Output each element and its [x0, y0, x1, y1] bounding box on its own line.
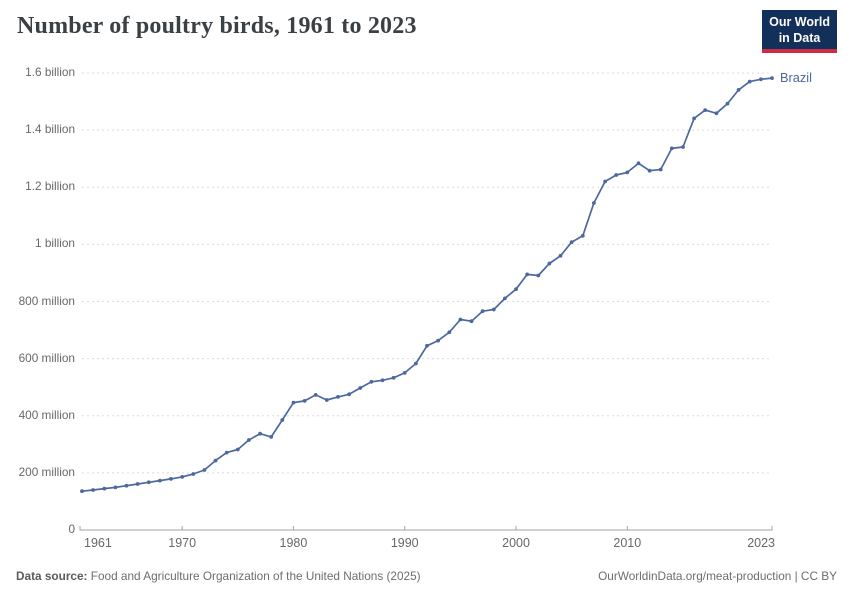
data-point-marker	[614, 173, 619, 177]
data-point-marker	[714, 111, 719, 116]
data-point-marker	[358, 386, 363, 390]
data-point-marker	[146, 480, 151, 485]
data-point-marker	[124, 483, 129, 488]
data-source-label: Data source:	[16, 569, 88, 583]
y-axis-tick-label: 600 million	[18, 350, 75, 365]
data-point-marker	[191, 472, 196, 476]
y-axis-tick-label: 400 million	[18, 407, 75, 422]
data-source-text: Food and Agriculture Organization of the…	[87, 569, 421, 583]
y-axis-tick-label: 1.2 billion	[25, 179, 75, 194]
data-point-marker	[692, 116, 696, 121]
data-point-marker	[603, 179, 607, 184]
data-point-marker	[102, 486, 107, 491]
data-point-marker	[336, 395, 340, 399]
data-point-marker	[558, 253, 563, 258]
data-point-marker	[669, 146, 674, 151]
x-axis-tick-label: 1990	[390, 536, 419, 550]
x-axis-tick-label: 2010	[613, 536, 642, 550]
data-point-marker	[580, 233, 585, 238]
series-label-brazil[interactable]: Brazil	[780, 70, 812, 86]
y-axis-tick-label: 1.4 billion	[25, 122, 75, 137]
data-point-marker	[414, 361, 418, 366]
data-point-marker	[770, 76, 774, 80]
data-point-marker	[302, 399, 307, 403]
data-point-marker	[380, 378, 385, 383]
data-point-marker	[458, 317, 463, 322]
data-point-marker	[747, 79, 752, 84]
data-source: Data source: Food and Agriculture Organi…	[16, 569, 421, 583]
data-point-marker	[235, 447, 240, 452]
x-axis-tick-label: 1970	[168, 536, 197, 550]
data-point-marker	[213, 458, 218, 463]
y-axis-tick-label: 800 million	[18, 293, 75, 308]
data-point-marker	[469, 319, 474, 324]
data-point-marker	[703, 108, 708, 112]
y-axis-tick-label: 1.6 billion	[25, 65, 75, 79]
data-point-marker	[503, 296, 507, 301]
credit-link[interactable]: OurWorldinData.org/meat-production | CC …	[598, 569, 837, 583]
owid-logo-line1: Our World	[769, 15, 830, 29]
data-point-marker	[547, 261, 552, 266]
data-point-marker	[636, 161, 641, 166]
series-line	[81, 77, 773, 493]
x-axis-tick-label: 1961	[84, 536, 112, 550]
data-point-marker	[625, 170, 630, 175]
y-axis-tick-label: 0	[68, 522, 75, 536]
x-axis-tick-label: 2023	[747, 536, 775, 550]
data-point-marker	[224, 450, 229, 455]
data-point-marker	[514, 287, 518, 292]
x-axis-tick-label: 1980	[279, 536, 308, 550]
x-axis-line	[79, 526, 773, 531]
owid-logo-line2: in Data	[778, 30, 821, 45]
y-axis-tick-label: 1 billion	[34, 236, 75, 251]
owid-logo[interactable]: Our World in Data	[762, 10, 837, 54]
data-point-marker	[247, 438, 251, 442]
data-point-marker	[169, 477, 173, 481]
data-point-marker	[425, 343, 429, 348]
data-point-marker	[391, 375, 396, 380]
data-point-marker	[725, 101, 730, 106]
data-point-marker	[280, 418, 285, 422]
data-point-marker	[313, 393, 318, 397]
data-point-marker	[402, 371, 407, 375]
data-point-marker	[491, 307, 496, 312]
data-point-marker	[258, 431, 262, 436]
data-point-marker	[113, 485, 118, 490]
data-point-marker	[525, 272, 530, 277]
data-point-marker	[80, 489, 84, 494]
data-point-marker	[647, 168, 652, 173]
data-point-marker	[447, 330, 452, 335]
data-point-marker	[91, 488, 95, 492]
data-point-marker	[736, 88, 741, 92]
data-point-marker	[536, 273, 541, 278]
data-point-marker	[135, 482, 140, 486]
data-point-marker	[759, 77, 763, 82]
data-point-marker	[158, 478, 162, 483]
data-point-marker	[592, 201, 596, 205]
data-point-marker	[291, 400, 296, 405]
page-title: Number of poultry birds, 1961 to 2023	[17, 13, 417, 39]
data-point-marker	[180, 475, 185, 479]
chart-footer: Data source: Food and Agriculture Organi…	[16, 569, 837, 583]
data-point-marker	[269, 435, 274, 439]
y-axis-tick-label: 200 million	[18, 464, 75, 479]
data-point-marker	[480, 309, 485, 314]
data-point-marker	[569, 240, 574, 245]
data-point-marker	[436, 338, 440, 343]
data-point-marker	[681, 145, 685, 149]
data-point-marker	[202, 468, 207, 472]
data-point-marker	[658, 167, 663, 172]
data-point-marker	[324, 398, 329, 402]
data-point-marker	[369, 379, 374, 384]
x-axis-tick-label: 2000	[502, 536, 530, 550]
data-point-marker	[347, 392, 351, 397]
